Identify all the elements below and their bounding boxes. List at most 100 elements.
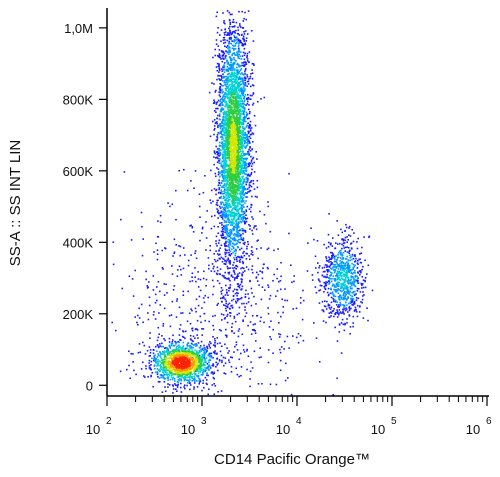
event-dot (334, 277, 337, 280)
event-dot (328, 241, 330, 244)
event-dot (332, 275, 334, 277)
event-dot (341, 247, 343, 250)
event-dot (148, 367, 151, 369)
event-dot (222, 129, 224, 132)
event-dot (229, 287, 231, 290)
event-dot (235, 102, 238, 105)
event-dot (186, 343, 188, 346)
event-dot (330, 261, 332, 263)
event-dot (246, 144, 249, 146)
event-dot (243, 113, 245, 116)
event-dot (341, 255, 343, 257)
event-dot (245, 159, 248, 161)
event-dot (225, 197, 228, 200)
event-dot (199, 315, 202, 318)
event-dot (229, 112, 231, 114)
event-dot (156, 286, 158, 288)
event-dot (239, 115, 241, 117)
event-dot (228, 38, 231, 40)
event-dot (344, 258, 347, 260)
event-dot (351, 292, 353, 294)
event-dot (217, 171, 220, 174)
event-dot (238, 156, 240, 158)
event-dot (236, 63, 238, 66)
event-dot (236, 298, 239, 300)
event-dot (222, 167, 224, 170)
event-dot (225, 232, 228, 235)
event-dot (221, 301, 223, 303)
event-dot (238, 176, 241, 179)
event-dot (228, 100, 230, 102)
event-dot (323, 305, 326, 307)
event-dot (222, 144, 224, 146)
event-dot (341, 271, 344, 274)
event-dot (201, 226, 204, 229)
event-dot (236, 123, 239, 125)
event-dot (222, 230, 224, 233)
event-dot (238, 107, 240, 109)
event-dot (279, 351, 282, 354)
event-dot (327, 246, 330, 248)
event-dot (238, 98, 241, 100)
event-dot (227, 205, 229, 208)
event-dot (145, 365, 147, 367)
event-dot (355, 293, 357, 295)
event-dot (231, 47, 234, 49)
event-dot (214, 54, 217, 57)
event-dot (207, 353, 210, 356)
event-dot (242, 213, 244, 216)
event-dot (226, 123, 228, 126)
event-dot (215, 102, 218, 104)
event-dot (215, 107, 217, 110)
event-dot (227, 216, 230, 219)
event-dot (208, 388, 210, 391)
event-dot (232, 267, 234, 269)
event-dot (347, 289, 350, 291)
event-dot (243, 100, 246, 103)
event-dot (259, 270, 261, 272)
event-dot (291, 281, 293, 283)
event-dot (199, 345, 202, 347)
event-dot (231, 208, 234, 210)
event-dot (212, 285, 215, 288)
event-dot (354, 255, 356, 257)
event-dot (247, 153, 249, 155)
event-dot (238, 39, 240, 41)
event-dot (325, 247, 328, 249)
event-dot (194, 267, 196, 269)
event-dot (236, 277, 238, 279)
event-dot (237, 273, 239, 275)
event-dot (243, 158, 245, 161)
event-dot (236, 227, 238, 229)
event-dot (180, 312, 182, 314)
event-dot (249, 280, 251, 283)
event-dot (342, 257, 344, 259)
event-dot (361, 246, 363, 249)
event-dot (180, 386, 182, 389)
event-dot (222, 210, 225, 213)
event-dot (147, 376, 149, 378)
event-dot (213, 270, 216, 273)
event-dot (241, 278, 243, 281)
event-dot (234, 292, 237, 295)
event-dot (246, 350, 248, 352)
event-dot (206, 363, 209, 365)
event-dot (248, 186, 251, 189)
event-dot (215, 43, 218, 45)
event-dot (242, 187, 245, 189)
event-dot (355, 311, 358, 313)
event-dot (263, 214, 266, 216)
event-dot (217, 199, 219, 202)
event-dot (226, 79, 228, 81)
event-dot (268, 298, 271, 300)
event-dot (186, 320, 189, 323)
event-dot (167, 376, 170, 378)
event-dot (228, 251, 230, 254)
event-dot (164, 339, 166, 342)
event-dot (178, 346, 180, 349)
event-dot (223, 304, 225, 306)
event-dot (221, 138, 223, 141)
event-dot (229, 286, 231, 288)
event-dot (255, 276, 258, 278)
event-dot (352, 266, 354, 269)
